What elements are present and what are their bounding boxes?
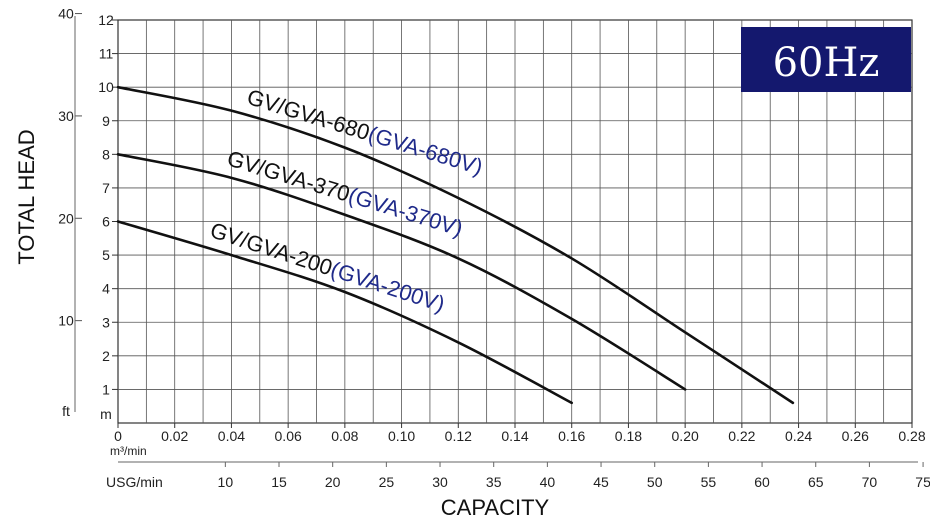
curve-line [116, 153, 687, 391]
y-tick-label-m: 7 [102, 180, 110, 196]
x-tick-label-m3: 0.22 [728, 428, 755, 444]
x-tick-label-m3: 0.16 [558, 428, 585, 444]
frequency-badge-text: 60Hz [773, 40, 880, 86]
x-unit-m3: m³/min [110, 444, 147, 458]
x-tick-label-usg: 30 [432, 474, 448, 490]
y-tick-label-m: 12 [98, 12, 114, 28]
frequency-badge: 60Hz [741, 27, 911, 92]
x-tick-label-usg: 15 [271, 474, 287, 490]
x-tick-label-usg: 10 [218, 474, 234, 490]
x-tick-label-m3: 0.04 [218, 428, 245, 444]
y-tick-label-m: 1 [102, 381, 110, 397]
x-tick-label-usg: 20 [325, 474, 341, 490]
x-tick-label-usg: 25 [379, 474, 395, 490]
grid [118, 20, 912, 423]
y-unit-ft: ft [62, 403, 70, 419]
x-tick-label-m3: 0.06 [275, 428, 302, 444]
x-tick-label-m3: 0.12 [445, 428, 472, 444]
y-axis-title: TOTAL HEAD [14, 129, 39, 264]
y-tick-label-ft: 10 [58, 313, 74, 329]
y-tick-label-m: 8 [102, 146, 110, 162]
x-tick-label-usg: 50 [647, 474, 663, 490]
y-tick-label-m: 11 [99, 46, 114, 62]
y-unit-m: m [100, 406, 112, 422]
y-tick-label-m: 10 [98, 79, 114, 95]
y-tick-label-m: 3 [102, 314, 110, 330]
x-tick-label-usg: 40 [540, 474, 556, 490]
x-tick-label-usg: 60 [754, 474, 770, 490]
x-tick-label-m3: 0.08 [331, 428, 358, 444]
x-tick-label-m3: 0 [114, 428, 122, 444]
y-tick-label-m: 5 [102, 247, 110, 263]
x-tick-label-usg: 45 [593, 474, 609, 490]
x-tick-label-m3: 0.02 [161, 428, 188, 444]
x-tick-label-usg: 75 [915, 474, 930, 490]
y-tick-label-ft: 20 [58, 210, 74, 226]
curves [116, 85, 795, 405]
y-tick-label-m: 9 [102, 113, 110, 129]
x-tick-label-usg: 70 [862, 474, 878, 490]
y-ticks-ft: 10 20 30 40 [58, 6, 82, 329]
x-ticks-m3: 0 0.02 0.04 0.06 0.08 0.10 0.12 0.14 0.16 0.18 0.2… [114, 423, 926, 444]
x-tick-label-m3: 0.18 [615, 428, 642, 444]
curve-line [116, 85, 795, 405]
x-tick-label-m3: 0.28 [898, 428, 925, 444]
x-tick-label-usg: 35 [486, 474, 502, 490]
frequency-badge-bg [741, 27, 911, 92]
x-unit-usg: USG/min [106, 474, 163, 490]
x-tick-label-m3: 0.26 [842, 428, 869, 444]
x-axis-title: CAPACITY [441, 495, 550, 520]
x-tick-label-m3: 0.14 [501, 428, 528, 444]
y-tick-label-ft: 30 [58, 108, 74, 124]
y-tick-label-ft: 40 [58, 6, 74, 22]
x-tick-label-m3: 0.20 [672, 428, 699, 444]
x-tick-label-m3: 0.10 [388, 428, 415, 444]
y-tick-label-m: 4 [102, 281, 110, 297]
x-tick-label-m3: 0.24 [785, 428, 812, 444]
x-tick-label-usg: 55 [701, 474, 717, 490]
x-ticks-usg: 10 15 20 25 30 35 40 45 50 55 60 65 70 75 [218, 462, 930, 490]
y-tick-label-m: 2 [102, 348, 110, 364]
y-tick-label-m: 6 [102, 214, 110, 230]
curve-line [116, 220, 574, 405]
x-tick-label-usg: 65 [808, 474, 824, 490]
